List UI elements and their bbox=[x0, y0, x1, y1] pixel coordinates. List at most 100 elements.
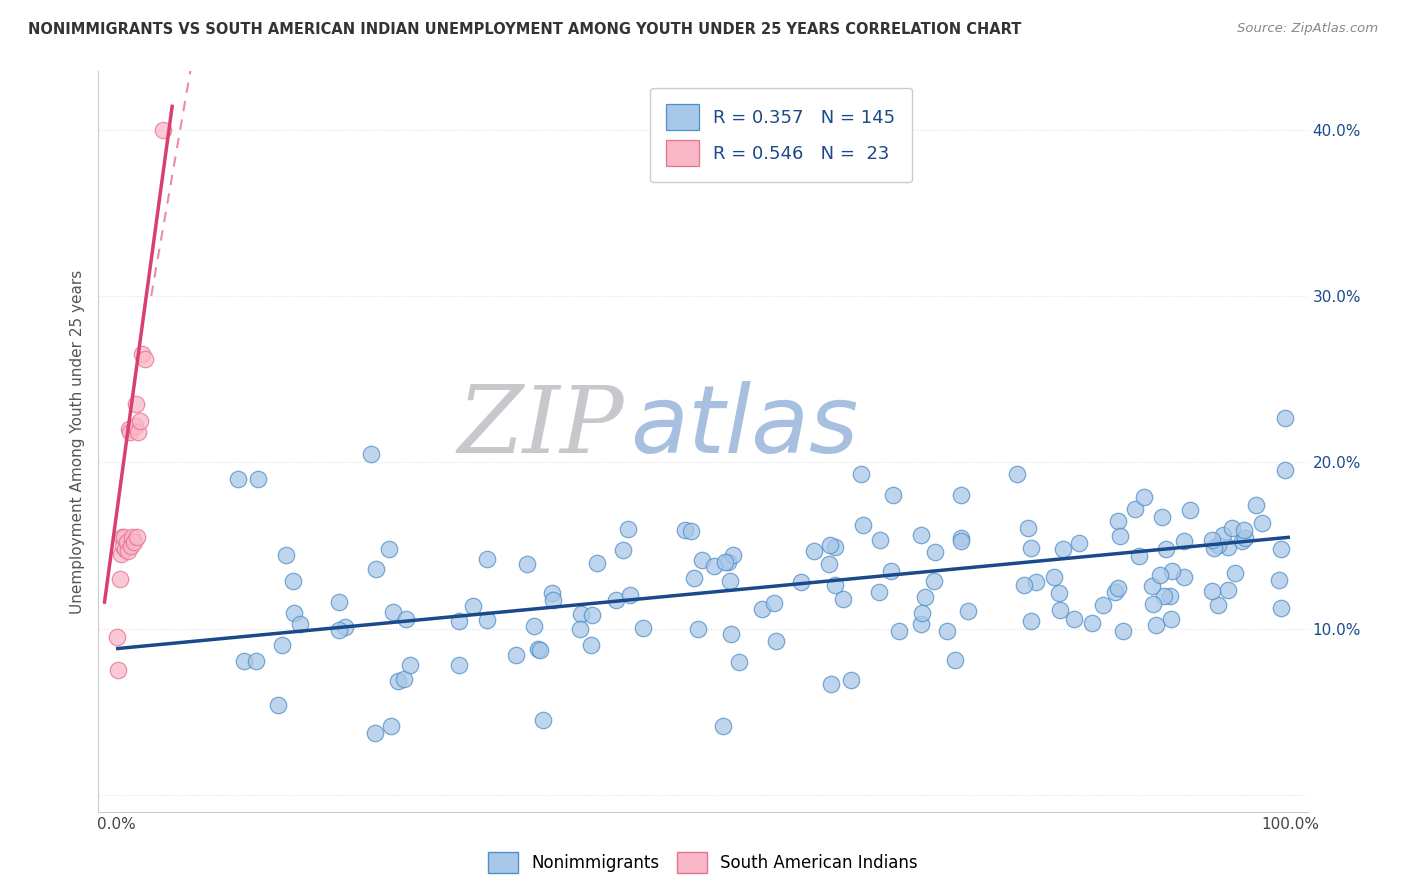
Point bbox=[232, 655, 254, 669]
Point bbox=[1049, 602, 1071, 616]
Point bbox=[935, 624, 957, 638]
Point bbox=[824, 540, 846, 554]
Point bbox=[281, 574, 304, 588]
Point bbox=[1270, 541, 1292, 556]
Point bbox=[682, 571, 704, 585]
Point bbox=[114, 541, 136, 556]
Point bbox=[131, 347, 153, 361]
Point bbox=[516, 557, 538, 571]
Point bbox=[529, 642, 551, 657]
Point bbox=[387, 673, 409, 688]
Point bbox=[288, 617, 311, 632]
Point bbox=[818, 538, 841, 552]
Point bbox=[1107, 581, 1129, 595]
Point bbox=[127, 425, 149, 440]
Point bbox=[1153, 589, 1175, 603]
Point bbox=[1043, 570, 1066, 584]
Text: atlas: atlas bbox=[630, 381, 859, 472]
Point bbox=[152, 122, 174, 136]
Point bbox=[911, 606, 934, 620]
Point bbox=[879, 564, 901, 578]
Point bbox=[633, 621, 655, 635]
Point bbox=[675, 524, 697, 538]
Point bbox=[1173, 569, 1195, 583]
Point bbox=[245, 654, 267, 668]
Point bbox=[803, 544, 825, 558]
Point bbox=[447, 614, 470, 628]
Point bbox=[692, 552, 714, 566]
Point bbox=[711, 719, 734, 733]
Point bbox=[721, 548, 744, 562]
Point bbox=[1108, 529, 1130, 543]
Point bbox=[1052, 542, 1074, 557]
Legend: R = 0.357   N = 145, R = 0.546   N =  23: R = 0.357 N = 145, R = 0.546 N = 23 bbox=[650, 87, 911, 182]
Point bbox=[703, 558, 725, 573]
Point bbox=[328, 595, 350, 609]
Point bbox=[127, 530, 149, 544]
Point bbox=[824, 578, 846, 592]
Point bbox=[1173, 534, 1195, 549]
Point bbox=[380, 719, 402, 733]
Text: ZIP: ZIP bbox=[458, 382, 624, 472]
Point bbox=[1091, 598, 1114, 612]
Point bbox=[579, 638, 602, 652]
Point bbox=[869, 533, 891, 548]
Point bbox=[134, 352, 156, 367]
Point bbox=[1274, 411, 1296, 425]
Point bbox=[475, 552, 498, 566]
Point bbox=[605, 593, 627, 607]
Point bbox=[790, 575, 813, 590]
Point bbox=[124, 418, 146, 433]
Point bbox=[364, 562, 387, 576]
Point bbox=[728, 655, 751, 669]
Point bbox=[910, 527, 932, 541]
Point bbox=[523, 619, 546, 633]
Point bbox=[718, 574, 741, 588]
Point bbox=[270, 638, 292, 652]
Point bbox=[1081, 616, 1104, 631]
Point bbox=[283, 606, 305, 620]
Point bbox=[1132, 490, 1154, 504]
Point bbox=[461, 599, 484, 613]
Point bbox=[378, 541, 401, 556]
Point bbox=[1047, 585, 1070, 599]
Point bbox=[117, 543, 139, 558]
Point bbox=[1206, 598, 1229, 612]
Point bbox=[1104, 584, 1126, 599]
Point bbox=[399, 658, 422, 673]
Point bbox=[1142, 597, 1164, 611]
Point bbox=[569, 623, 592, 637]
Point bbox=[118, 422, 141, 436]
Point bbox=[619, 587, 641, 601]
Point bbox=[612, 543, 634, 558]
Point bbox=[868, 584, 890, 599]
Point bbox=[957, 603, 980, 617]
Point bbox=[1218, 540, 1240, 554]
Point bbox=[125, 397, 148, 411]
Point bbox=[1251, 516, 1274, 530]
Point bbox=[1212, 528, 1234, 542]
Point bbox=[1019, 614, 1042, 628]
Point bbox=[882, 488, 904, 502]
Point bbox=[395, 612, 418, 626]
Point bbox=[1244, 498, 1267, 512]
Point bbox=[1019, 541, 1042, 555]
Point bbox=[1067, 535, 1090, 549]
Point bbox=[713, 555, 735, 569]
Point bbox=[1149, 568, 1171, 582]
Point bbox=[1216, 583, 1239, 598]
Point bbox=[105, 630, 128, 644]
Point bbox=[392, 673, 415, 687]
Text: Source: ZipAtlas.com: Source: ZipAtlas.com bbox=[1237, 22, 1378, 36]
Point bbox=[381, 605, 404, 619]
Point bbox=[122, 535, 145, 549]
Point bbox=[1233, 531, 1256, 545]
Point bbox=[849, 467, 872, 481]
Point bbox=[1220, 521, 1243, 535]
Point bbox=[1223, 566, 1246, 580]
Point bbox=[1270, 601, 1292, 615]
Point bbox=[720, 627, 742, 641]
Point bbox=[1017, 521, 1039, 535]
Point bbox=[1274, 463, 1296, 477]
Point bbox=[949, 531, 972, 545]
